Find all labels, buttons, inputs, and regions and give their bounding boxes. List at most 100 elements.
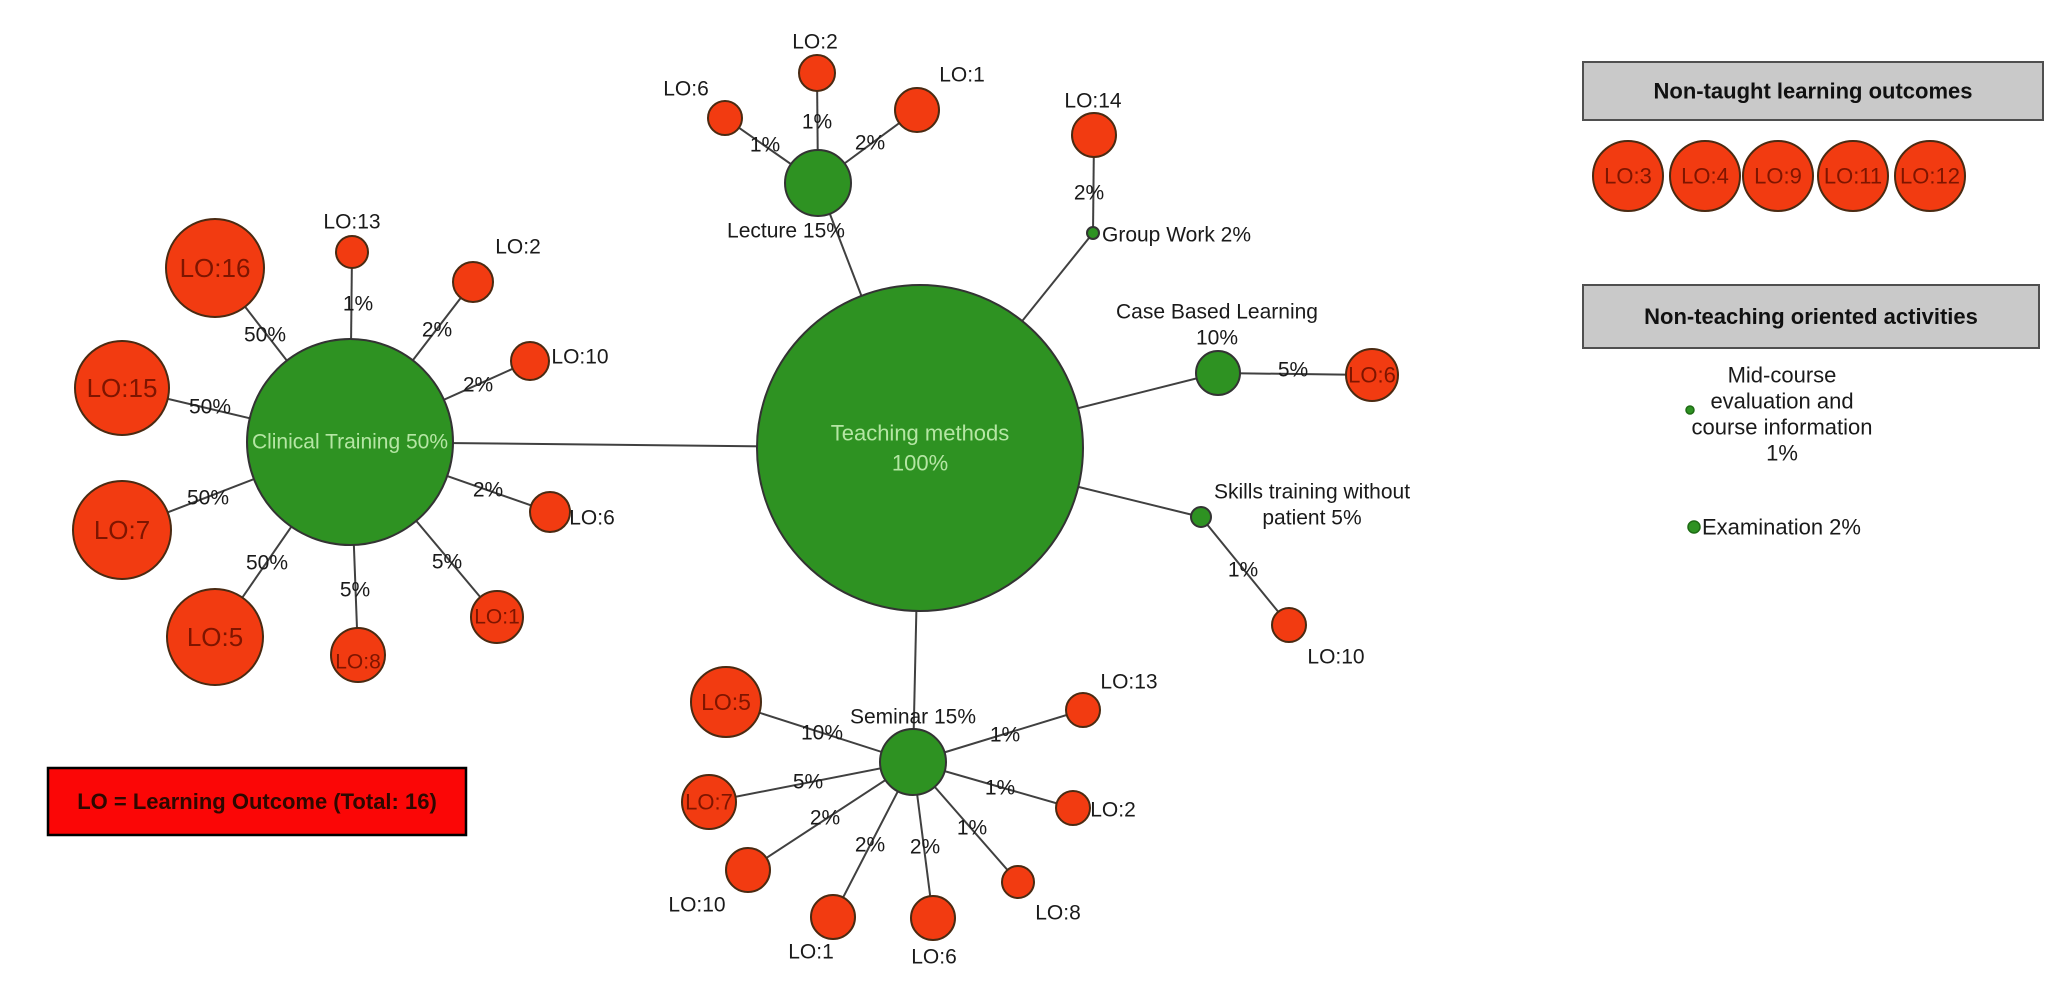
node-c1-outcome-circle xyxy=(470,590,524,644)
node-label-m1-line0: LO:1 xyxy=(788,941,834,964)
node-label-sem-line0: Seminar 15% xyxy=(850,706,976,729)
node-gw-method-circle xyxy=(1086,226,1100,240)
node-label-cbl-line0: Case Based Learning xyxy=(1116,301,1318,324)
edge-label-sem-m5: 10% xyxy=(801,722,843,745)
node-label-c1-line0: LO:1 xyxy=(474,606,520,629)
activity-label-mid-course-evaluation-line3: 1% xyxy=(1766,441,1798,466)
node-label-cbl-line1: 10% xyxy=(1196,327,1238,350)
panel-box-non-teaching xyxy=(1582,284,2040,349)
node-s10-outcome-circle xyxy=(1271,607,1307,643)
edge-label-ct-c15: 50% xyxy=(189,396,231,419)
node-label-lec-line0: Lecture 15% xyxy=(727,220,845,243)
node-label-c7-line0: LO:7 xyxy=(94,515,150,545)
node-m2-outcome-circle xyxy=(1055,790,1091,826)
node-label-l6-line0: LO:6 xyxy=(663,78,709,101)
edge-label-ct-c10: 2% xyxy=(463,374,493,397)
node-label-c10-line0: LO:10 xyxy=(551,346,608,369)
node-label-g14-line0: LO:14 xyxy=(1064,90,1122,113)
node-p11-outcome-circle xyxy=(1817,140,1889,212)
node-label-p12-line0: LO:12 xyxy=(1900,164,1960,189)
node-label-m8-line0: LO:8 xyxy=(1035,902,1081,925)
node-label-c6-line0: LO:6 xyxy=(569,507,615,530)
edge-label-sk-s10: 1% xyxy=(1228,559,1258,582)
node-label-p9-line0: LO:9 xyxy=(1754,164,1802,189)
activity-label-mid-course-evaluation-line1: evaluation and xyxy=(1710,389,1853,414)
node-label-m5-line0: LO:5 xyxy=(701,689,751,715)
node-p3-outcome-circle xyxy=(1592,140,1664,212)
node-l6-outcome-circle xyxy=(707,100,743,136)
node-c5-outcome-circle xyxy=(166,588,264,686)
node-label-c8-line0: LO:8 xyxy=(335,651,381,674)
node-l2-outcome-circle xyxy=(798,54,836,92)
node-label-s10-line0: LO:10 xyxy=(1307,646,1364,669)
node-label-m10-line0: LO:10 xyxy=(668,894,725,917)
node-m8-outcome-circle xyxy=(1001,865,1035,899)
node-m7-outcome-circle xyxy=(681,774,737,830)
node-c16-outcome-circle xyxy=(165,218,265,318)
panel-title-non-teaching: Non-teaching oriented activities xyxy=(1644,304,1978,329)
node-label-c13-line0: LO:13 xyxy=(323,211,380,234)
node-ct-method-circle xyxy=(246,338,454,546)
node-c7-outcome-circle xyxy=(72,480,172,580)
edge-label-sem-m6: 2% xyxy=(910,836,940,859)
edge-label-sem-m10: 2% xyxy=(810,807,840,830)
edge-labels-layer: 50% 1% 2% 2% 50% 50% 2% 5% 50% 5% 1% 1% 2% 2% 5% 1% 10% 5… xyxy=(187,111,1308,859)
edge-label-ct-c16: 50% xyxy=(244,324,286,347)
node-g14-outcome-circle xyxy=(1071,112,1117,158)
node-label-b6-line0: LO:6 xyxy=(1348,363,1396,388)
node-c15-outcome-circle xyxy=(74,340,170,436)
edge-label-ct-c7: 50% xyxy=(187,487,229,510)
node-c6-outcome-circle xyxy=(529,491,571,533)
node-m6-outcome-circle xyxy=(910,895,956,941)
edge-label-cbl-b6: 5% xyxy=(1278,359,1308,382)
node-label-p4-line0: LO:4 xyxy=(1681,164,1729,189)
node-p12-outcome-circle xyxy=(1894,140,1966,212)
node-label-p11-line0: LO:11 xyxy=(1824,164,1882,189)
node-label-m2-line0: LO:2 xyxy=(1090,799,1136,822)
nodes-layer xyxy=(72,54,1966,941)
activity-label-examination-line0: Examination 2% xyxy=(1702,515,1861,540)
legend-text: LO = Learning Outcome (Total: 16) xyxy=(77,789,437,814)
node-label-m6-line0: LO:6 xyxy=(911,946,957,969)
node-l1-outcome-circle xyxy=(894,87,940,133)
node-label-c5-line0: LO:5 xyxy=(187,622,243,652)
edge-label-lec-l1: 2% xyxy=(855,132,885,155)
activity-dot-examination xyxy=(1687,520,1701,534)
node-label-sk-line1: patient 5% xyxy=(1262,507,1361,530)
node-c8-outcome-circle xyxy=(330,627,386,683)
node-lec-method-circle xyxy=(784,149,852,217)
edge-label-ct-c2: 2% xyxy=(422,319,452,342)
node-label-l2-line0: LO:2 xyxy=(792,31,838,54)
node-c2-outcome-circle xyxy=(452,261,494,303)
edge-label-ct-c8: 5% xyxy=(340,579,370,602)
node-c10-outcome-circle xyxy=(510,341,550,381)
edge-label-ct-c1: 5% xyxy=(432,551,462,574)
node-sk-method-circle xyxy=(1190,506,1212,528)
edge-sem-m7 xyxy=(708,761,914,803)
edge-label-sem-m2: 1% xyxy=(985,777,1015,800)
node-label-c16-line0: LO:16 xyxy=(180,253,251,283)
panel-box-non-taught xyxy=(1582,61,2044,121)
edge-label-sem-m7: 5% xyxy=(793,771,823,794)
node-label-ct-line0: Clinical Training 50% xyxy=(252,431,448,454)
edge-label-sem-m13: 1% xyxy=(990,724,1020,747)
node-label-p3-line0: LO:3 xyxy=(1604,164,1652,189)
activity-dot-mid-course-evaluation xyxy=(1685,405,1695,415)
node-label-m7-line0: LO:7 xyxy=(685,790,733,815)
edge-label-lec-l2: 1% xyxy=(802,111,832,134)
node-m5-outcome-circle xyxy=(690,666,762,738)
node-label-c2-line0: LO:2 xyxy=(495,236,541,259)
node-b6-outcome-circle xyxy=(1345,348,1399,402)
node-c13-outcome-circle xyxy=(335,235,369,269)
node-m13-outcome-circle xyxy=(1065,692,1101,728)
node-label-tm-line0: Teaching methods xyxy=(831,421,1010,446)
edge-sk-s10 xyxy=(1200,516,1290,626)
legend-box xyxy=(46,766,468,837)
node-m1-outcome-circle xyxy=(810,894,856,940)
edge-label-sem-m1: 2% xyxy=(855,834,885,857)
node-labels-layer: Teaching methods 100% Clinical Training 50… xyxy=(87,31,1960,969)
node-label-tm-line1: 100% xyxy=(892,451,948,476)
